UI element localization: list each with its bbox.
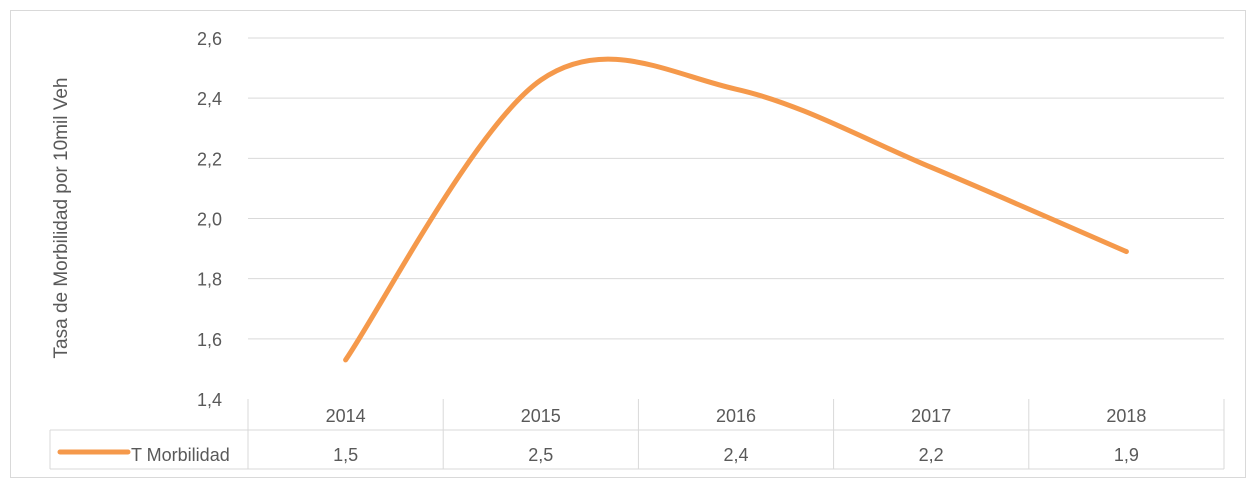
y-axis-label: Tasa de Morbilidad por 10mil Veh	[51, 78, 72, 359]
y-tick-label: 2,0	[197, 210, 222, 230]
gridlines	[248, 37, 1224, 340]
data-table-value: 1,5	[333, 445, 358, 465]
data-table-value: 1,9	[1114, 445, 1139, 465]
y-tick-label: 2,6	[197, 29, 222, 49]
y-tick-label: 2,2	[197, 149, 222, 169]
series-layer	[343, 56, 1129, 363]
data-table-value: 2,2	[919, 445, 944, 465]
x-tick-label: 2016	[716, 406, 756, 426]
legend-label: T Morbilidad	[131, 445, 230, 465]
x-tick-label: 2018	[1106, 406, 1146, 426]
y-tick-label: 2,4	[197, 89, 222, 109]
y-tick-label: 1,8	[197, 270, 222, 290]
x-tick-label: 2017	[911, 406, 951, 426]
data-table-value: 2,5	[528, 445, 553, 465]
x-tick-label: 2015	[521, 406, 561, 426]
y-tick-label: 1,4	[197, 390, 222, 410]
y-tick-label: 1,6	[197, 330, 222, 350]
chart-area	[10, 10, 1246, 478]
y-axis-ticks: 1,4 1,6 1,8 2,0 2,2 2,4 2,6	[197, 29, 222, 410]
series-line-t-morbilidad	[343, 56, 1129, 363]
data-table-value: 2,4	[723, 445, 748, 465]
data-table: 2014 1,5 2015 2,5 2016 2,4 2017 2,2 2018 1,9 T Mor…	[49, 399, 1225, 470]
x-tick-label: 2014	[326, 406, 366, 426]
